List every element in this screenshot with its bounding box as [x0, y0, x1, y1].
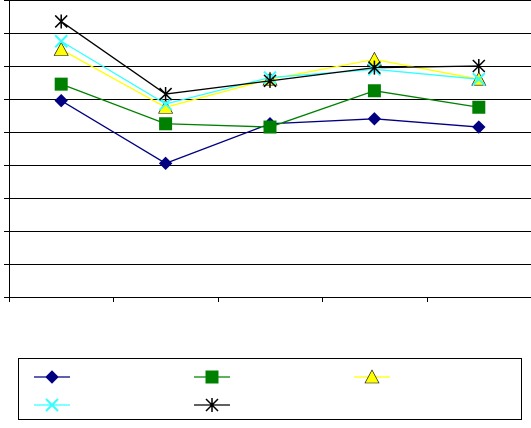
series-2: [54, 77, 486, 134]
series-1-point: [472, 120, 486, 134]
legend-swatches: [34, 369, 390, 412]
series-2-point: [472, 100, 486, 114]
legend: [18, 358, 522, 420]
series-2-point: [159, 117, 173, 131]
legend-entry-marker: [45, 398, 59, 412]
series-5: [54, 14, 486, 102]
series-4-point: [472, 72, 486, 86]
series-5-point: [472, 59, 486, 73]
series-2-point: [367, 84, 381, 98]
series-4-point: [54, 34, 68, 48]
legend-entry-marker: [364, 369, 380, 384]
series-5-point: [263, 73, 277, 88]
series-2-point: [54, 77, 68, 91]
series-3-point: [53, 41, 69, 56]
series-5-point: [159, 87, 173, 102]
series-4-point: [158, 97, 173, 111]
series-5-point: [367, 60, 381, 75]
series-1-point: [367, 112, 382, 126]
series-2-point: [263, 120, 277, 134]
series-5-point: [54, 14, 68, 29]
legend-entry-marker: [205, 370, 219, 384]
legend-entry-marker: [45, 370, 59, 384]
legend-entry-marker: [205, 398, 219, 412]
series-1-point: [54, 93, 68, 108]
series-1-point: [158, 156, 173, 171]
